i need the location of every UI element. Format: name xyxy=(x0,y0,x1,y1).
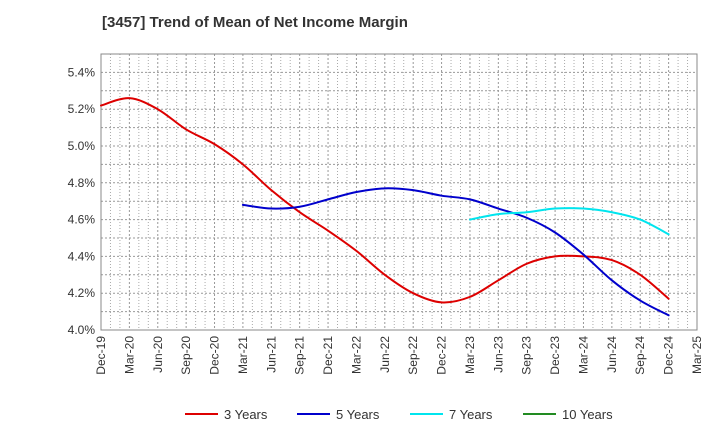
y-tick-label: 4.6% xyxy=(68,213,96,227)
x-tick-label: Dec-21 xyxy=(321,336,335,375)
legend-label-5-years: 5 Years xyxy=(336,407,380,422)
x-tick-label: Dec-19 xyxy=(94,336,108,375)
legend: 3 Years 5 Years 7 Years 10 Years xyxy=(185,407,613,422)
x-axis: Dec-19 Mar-20 Jun-20 Sep-20 Dec-20 Mar-21 Jun-… xyxy=(94,336,704,375)
x-tick-label: Sep-21 xyxy=(293,336,307,375)
x-tick-label: Mar-20 xyxy=(122,336,136,374)
legend-label-7-years: 7 Years xyxy=(449,407,493,422)
x-tick-label: Dec-24 xyxy=(662,336,676,375)
y-tick-label: 5.2% xyxy=(68,102,96,116)
x-tick-label: Sep-23 xyxy=(520,336,534,375)
x-tick-label: Jun-24 xyxy=(605,336,619,373)
chart-title: [3457] Trend of Mean of Net Income Margi… xyxy=(102,14,408,31)
x-tick-label: Sep-24 xyxy=(633,336,647,375)
x-tick-label: Mar-25 xyxy=(690,336,704,374)
x-tick-label: Jun-22 xyxy=(378,336,392,373)
legend-label-3-years: 3 Years xyxy=(224,407,268,422)
x-tick-label: Sep-20 xyxy=(179,336,193,375)
x-tick-label: Jun-21 xyxy=(264,336,278,373)
x-tick-label: Mar-22 xyxy=(349,336,363,374)
x-tick-label: Sep-22 xyxy=(406,336,420,375)
y-axis: 4.0% 4.2% 4.4% 4.6% 4.8% 5.0% 5.2% 5.4% xyxy=(68,65,96,337)
x-tick-label: Mar-23 xyxy=(463,336,477,374)
x-tick-label: Dec-22 xyxy=(435,336,449,375)
vertical-grid xyxy=(100,54,698,330)
y-tick-label: 4.4% xyxy=(68,249,96,263)
series-line-3-years xyxy=(100,97,670,304)
x-tick-label: Jun-20 xyxy=(151,336,165,373)
plot-area xyxy=(101,54,697,330)
series-line-7-years xyxy=(468,207,670,236)
x-tick-label: Jun-23 xyxy=(491,336,505,373)
plot-frame xyxy=(100,53,698,331)
series-line-5-years xyxy=(241,187,670,317)
x-tick-label: Dec-23 xyxy=(548,336,562,375)
y-tick-label: 4.8% xyxy=(68,176,96,190)
y-tick-label: 4.2% xyxy=(68,286,96,300)
y-tick-label: 5.4% xyxy=(68,65,96,79)
x-tick-label: Mar-21 xyxy=(236,336,250,374)
legend-label-10-years: 10 Years xyxy=(562,407,613,422)
x-tick-label: Dec-20 xyxy=(208,336,222,375)
x-tick-label: Mar-24 xyxy=(576,336,590,374)
y-tick-label: 5.0% xyxy=(68,139,96,153)
y-tick-label: 4.0% xyxy=(68,323,96,337)
